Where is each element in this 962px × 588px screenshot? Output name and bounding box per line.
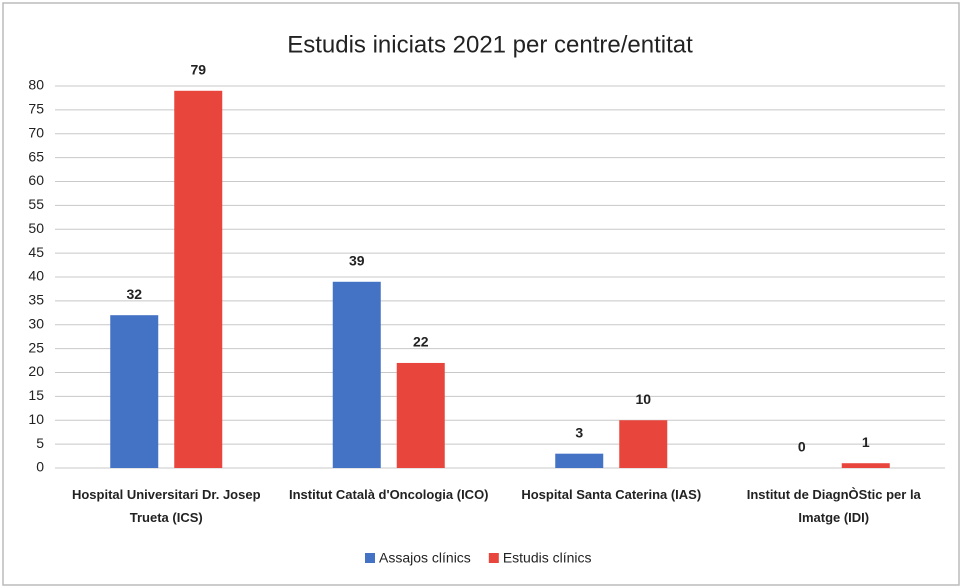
data-label: 3 [575,424,583,440]
x-tick-label: Institut Català d'Oncologia (ICO) [288,487,489,502]
legend-swatch [365,553,375,563]
y-tick-label: 10 [28,411,44,427]
y-tick-label: 80 [28,77,44,93]
y-tick-label: 15 [28,387,44,403]
y-tick-label: 50 [28,220,44,236]
bar [332,281,381,468]
y-tick-label: 40 [28,268,44,284]
y-tick-label: 75 [28,101,44,117]
data-label: 1 [862,434,870,450]
data-label: 10 [635,391,651,407]
bar [110,315,159,468]
y-tick-label: 5 [36,435,44,451]
y-tick-label: 30 [28,315,44,331]
y-tick-label: 60 [28,172,44,188]
y-tick-label: 45 [28,244,44,260]
bar [174,90,223,469]
legend-label: Estudis clínics [503,550,592,566]
legend-label: Assajos clínics [379,550,471,566]
y-tick-label: 25 [28,339,44,355]
bar [841,463,890,468]
y-tick-label: 35 [28,292,44,308]
y-tick-label: 70 [28,124,44,140]
x-tick-label: Institut de DiagnÒStic per la Imatge (ID… [746,487,921,525]
x-tick-label: Hospital Universitari Dr. Josep Trueta (… [71,487,261,525]
data-label: 39 [349,252,365,268]
bar [396,362,445,468]
x-tick-label: Hospital Santa Caterina (IAS) [521,487,702,502]
y-tick-label: 0 [36,459,44,475]
y-tick-label: 65 [28,148,44,164]
bar [619,420,668,468]
y-tick-label: 55 [28,196,44,212]
data-label: 0 [798,439,806,455]
y-tick-label: 20 [28,363,44,379]
data-label: 79 [190,61,206,77]
chart-title: Estudis iniciats 2021 per centre/entitat [287,31,693,58]
legend-swatch [488,553,499,563]
bar [555,453,604,468]
data-label: 32 [126,286,142,302]
data-label: 22 [413,334,429,350]
